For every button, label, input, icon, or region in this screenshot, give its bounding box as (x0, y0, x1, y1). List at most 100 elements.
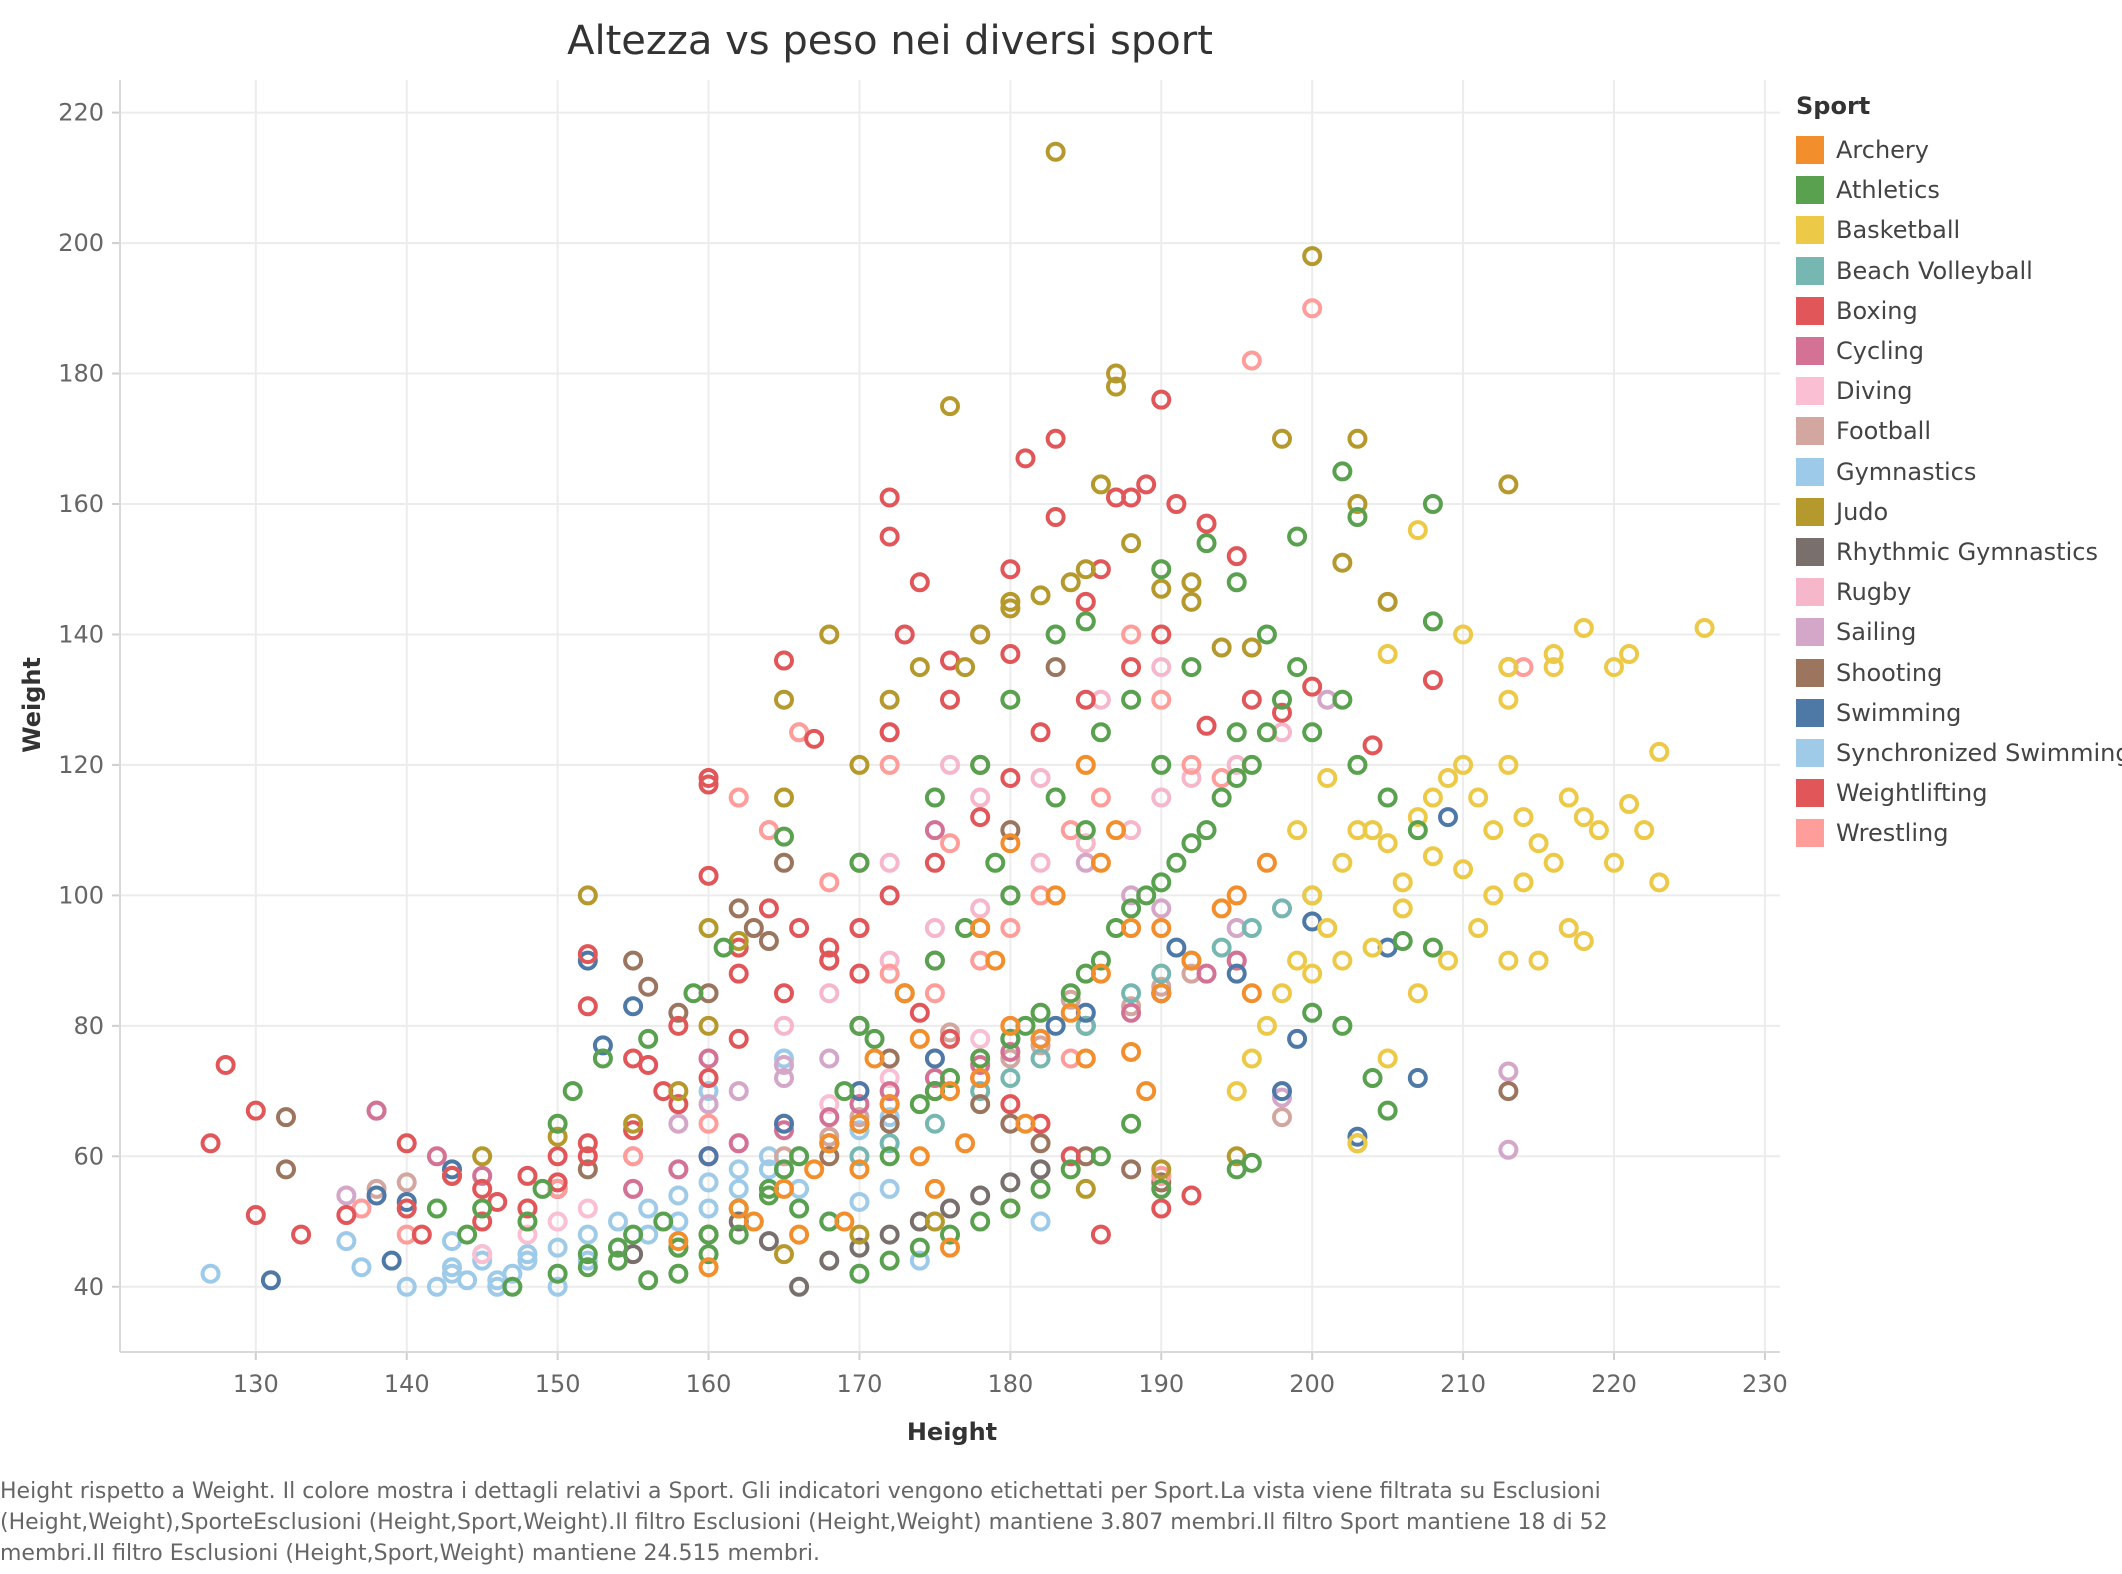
point-shooting (1498, 1081, 1519, 1102)
legend-item[interactable]: Sailing (1796, 612, 2122, 652)
point-judo (698, 918, 719, 938)
point-basketball (1513, 872, 1534, 893)
point-basketball (1498, 950, 1519, 971)
point-rugby (970, 898, 991, 919)
point-athletics (547, 1263, 568, 1284)
point-weightlifting (728, 1028, 749, 1049)
point-swimming (577, 950, 598, 971)
legend-item[interactable]: Beach Volleyball (1796, 251, 2122, 291)
point-basketball (1588, 820, 1609, 841)
point-basketball (1573, 931, 1594, 952)
legend-swatch (1796, 819, 1824, 848)
legend-item[interactable]: Wrestling (1796, 813, 2122, 853)
point-archery (1060, 1002, 1081, 1023)
point-cycling (728, 1133, 749, 1154)
point-athletics (1060, 1159, 1081, 1180)
point-boxing (879, 487, 900, 508)
point-judo (1272, 428, 1292, 449)
point-judo (849, 754, 870, 775)
point-judo (1060, 572, 1081, 593)
legend-item[interactable]: Rugby (1796, 572, 2122, 612)
point-beach-volleyball (1121, 983, 1142, 1004)
point-weightlifting (1272, 702, 1292, 723)
point-basketball (1317, 767, 1338, 788)
point-boxing (758, 898, 779, 919)
legend-item[interactable]: Rhythmic Gymnastics (1796, 532, 2122, 572)
point-weightlifting (698, 1068, 719, 1089)
point-weightlifting (940, 689, 960, 710)
point-football (1000, 1048, 1021, 1069)
point-boxing (789, 918, 810, 938)
legend-item[interactable]: Gymnastics (1796, 452, 2122, 492)
x-tick-label: 160 (686, 1370, 732, 1398)
legend-item[interactable]: Weightlifting (1796, 773, 2122, 813)
point-judo (472, 1146, 493, 1167)
legend-item[interactable]: Cycling (1796, 331, 2122, 371)
point-rugby (1075, 833, 1096, 854)
point-athletics (940, 1068, 960, 1089)
point-boxing (909, 1002, 930, 1023)
point-swimming (1272, 1081, 1292, 1102)
legend-item[interactable]: Archery (1796, 130, 2122, 170)
point-swimming (1166, 937, 1187, 958)
point-swimming (381, 1250, 402, 1271)
point-cycling (1000, 1041, 1021, 1062)
x-tick-label: 140 (384, 1370, 430, 1398)
legend-item[interactable]: Synchronized Swimming (1796, 733, 2122, 773)
legend-item[interactable]: Diving (1796, 371, 2122, 411)
point-athletics (1151, 872, 1172, 893)
point-wrestling (1121, 624, 1142, 645)
y-tick-label: 220 (58, 99, 104, 127)
legend-item[interactable]: Basketball (1796, 210, 2122, 250)
point-sailing (698, 1094, 719, 1115)
legend-swatch (1796, 497, 1824, 526)
legend-item[interactable]: Swimming (1796, 693, 2122, 733)
point-basketball (1558, 918, 1579, 938)
legend-item[interactable]: Judo (1796, 492, 2122, 532)
legend-item[interactable]: Boxing (1796, 291, 2122, 331)
legend-item[interactable]: Athletics (1796, 170, 2122, 210)
point-athletics (623, 1224, 644, 1245)
legend-item[interactable]: Football (1796, 411, 2122, 451)
point-diving (577, 1198, 598, 1219)
point-basketball (1634, 820, 1655, 841)
point-cycling (426, 1146, 447, 1167)
point-cycling (819, 1107, 840, 1128)
point-athletics (1287, 657, 1308, 678)
point-archery (1241, 983, 1262, 1004)
legend-label: Swimming (1836, 698, 1962, 727)
point-swimming (1045, 1015, 1066, 1036)
legend-item[interactable]: Shooting (1796, 652, 2122, 692)
point-swimming (698, 1146, 719, 1167)
point-gymnastics (909, 1250, 930, 1271)
point-boxing (1121, 487, 1142, 508)
point-swimming (260, 1270, 281, 1291)
point-athletics (1302, 722, 1323, 743)
point-football (819, 1126, 840, 1147)
point-athletics (1422, 494, 1443, 514)
point-archery (1000, 833, 1021, 854)
point-boxing (804, 728, 825, 749)
legend-swatch (1796, 337, 1824, 366)
point-basketball (1573, 617, 1594, 638)
point-boxing (668, 1015, 689, 1036)
point-sailing (1272, 1087, 1292, 1108)
point-wrestling (879, 754, 900, 775)
point-athletics (1075, 611, 1096, 632)
point-gymnastics (728, 1178, 749, 1199)
point-shooting (638, 976, 659, 997)
point-swimming (442, 1159, 462, 1180)
point-athletics (638, 1028, 659, 1049)
point-boxing (1136, 474, 1157, 495)
point-athletics (985, 852, 1006, 873)
point-judo (668, 1081, 689, 1102)
point-boxing (577, 944, 598, 965)
point-basketball (1362, 937, 1383, 958)
point-diving (547, 1211, 568, 1232)
point-athletics (668, 1237, 689, 1258)
point-rugby (1181, 767, 1202, 788)
point-rhythmic-gymnastics (849, 1237, 870, 1258)
y-tick-label: 40 (73, 1273, 104, 1301)
point-judo (1211, 637, 1232, 658)
point-rhythmic-gymnastics (1000, 1172, 1021, 1193)
